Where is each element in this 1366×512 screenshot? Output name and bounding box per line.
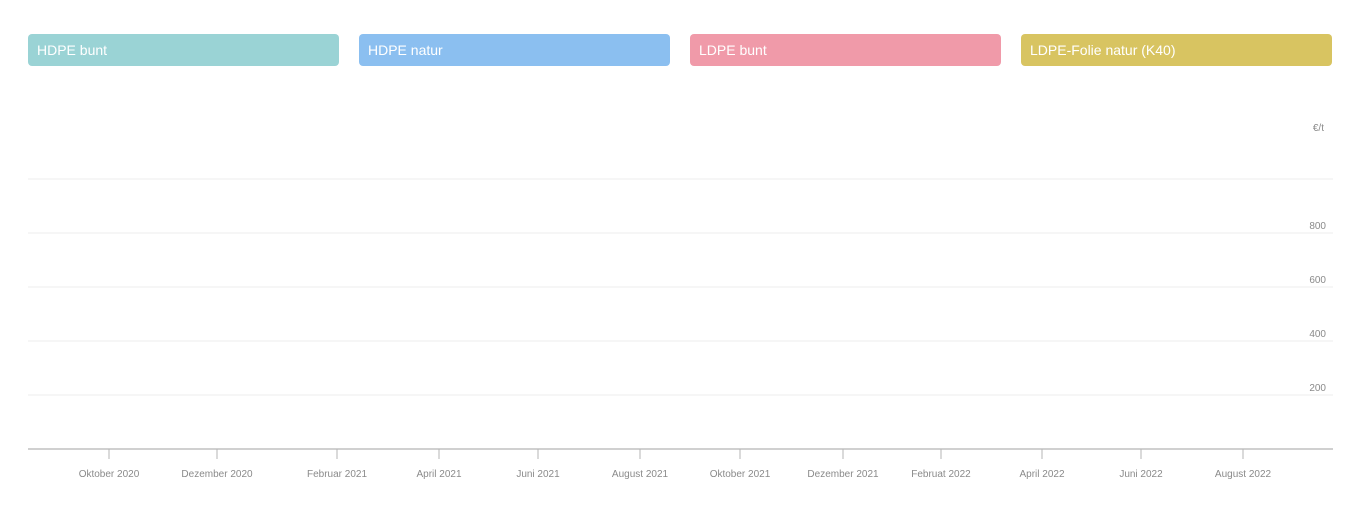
- y-axis: 200 400 600 800: [1309, 221, 1326, 394]
- legend-item-ldpe-folie-natur[interactable]: LDPE-Folie natur (K40): [1021, 34, 1332, 66]
- legend-item-ldpe-bunt[interactable]: LDPE bunt: [690, 34, 1001, 66]
- legend-label: LDPE bunt: [699, 42, 767, 58]
- x-tick-label: Dezember 2020: [181, 469, 253, 480]
- x-tick-label: Juni 2021: [516, 469, 560, 480]
- y-axis-unit: €/t: [1313, 123, 1324, 134]
- x-tick-label: Februar 2021: [307, 469, 367, 480]
- legend: HDPE bunt HDPE natur LDPE bunt LDPE-Foli…: [28, 34, 1332, 66]
- y-tick-label: 200: [1309, 383, 1326, 394]
- x-tick-label: April 2022: [1019, 469, 1064, 480]
- y-tick-label: 800: [1309, 221, 1326, 232]
- x-tick-label: Oktober 2021: [710, 469, 771, 480]
- x-tick-label: April 2021: [416, 469, 461, 480]
- x-tick-label: August 2022: [1215, 469, 1272, 480]
- legend-label: LDPE-Folie natur (K40): [1030, 42, 1176, 58]
- legend-label: HDPE natur: [368, 42, 443, 58]
- y-tick-label: 600: [1309, 275, 1326, 286]
- x-tick-label: Juni 2022: [1119, 469, 1163, 480]
- x-tick-label: Oktober 2020: [79, 469, 140, 480]
- y-tick-label: 400: [1309, 329, 1326, 340]
- gridlines: [28, 178, 1333, 396]
- x-tick-label: Dezember 2021: [807, 469, 879, 480]
- legend-item-hdpe-natur[interactable]: HDPE natur: [359, 34, 670, 66]
- x-axis: Oktober 2020 Dezember 2020 Februar 2021 Apr…: [79, 449, 1272, 480]
- x-tick-label: August 2021: [612, 469, 669, 480]
- legend-item-hdpe-bunt[interactable]: HDPE bunt: [28, 34, 339, 66]
- x-tick-label: Februat 2022: [911, 469, 971, 480]
- legend-label: HDPE bunt: [37, 42, 108, 58]
